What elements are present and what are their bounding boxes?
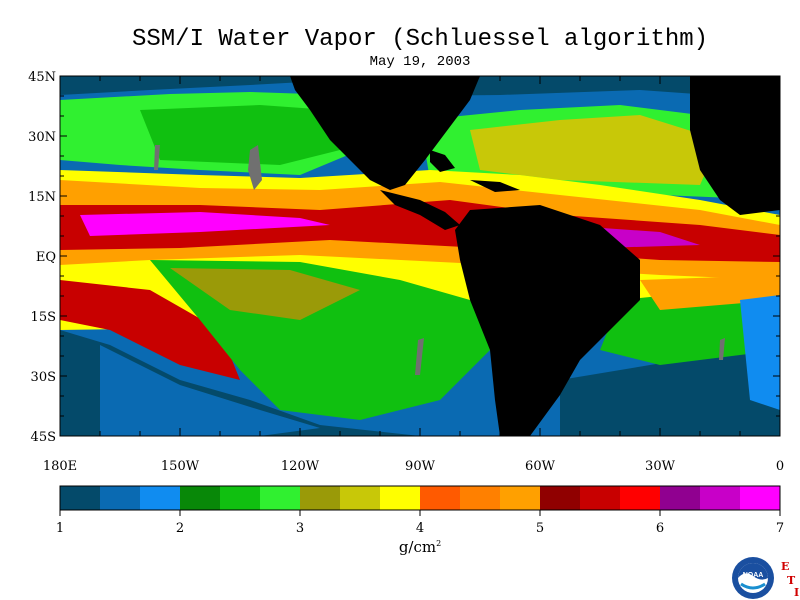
longitude-label: 120W bbox=[281, 459, 320, 474]
colorbar-tick-label: 3 bbox=[296, 521, 304, 536]
north-pacific-green-core bbox=[140, 105, 340, 165]
colorbar-segment bbox=[260, 486, 301, 510]
iberia-land bbox=[725, 90, 780, 125]
latitude-label: 30N bbox=[28, 130, 56, 145]
colorbar-segment bbox=[740, 486, 781, 510]
north-america-land bbox=[290, 76, 480, 190]
latitude-label: 45S bbox=[31, 430, 56, 445]
caribbean-islands-land bbox=[470, 180, 520, 192]
missing-data-swath bbox=[248, 145, 262, 190]
south-america-land bbox=[455, 205, 640, 436]
colorbar-segment bbox=[620, 486, 661, 510]
south-pacific-blue-region bbox=[100, 345, 320, 436]
eti-letter: E bbox=[781, 560, 790, 573]
eti-mark: E T I bbox=[777, 560, 800, 600]
colorbar-unit-exponent: 2 bbox=[436, 539, 442, 548]
colorbar-segment bbox=[140, 486, 181, 510]
colorbar-unit: g/cm bbox=[398, 538, 437, 556]
colorbar-segment bbox=[340, 486, 381, 510]
colorbar-unit-label: g/cm2 bbox=[360, 538, 480, 556]
colorbar-tick-label: 7 bbox=[776, 521, 784, 536]
missing-data-swath bbox=[415, 338, 424, 375]
missing-data-swath bbox=[154, 145, 160, 170]
colorbar-segment bbox=[420, 486, 461, 510]
latitude-label: 30S bbox=[31, 370, 56, 385]
colorbar-segment bbox=[580, 486, 621, 510]
florida-caribbean-land bbox=[430, 150, 455, 172]
longitude-label: 90W bbox=[405, 459, 436, 474]
south-atlantic-dry-region bbox=[560, 350, 780, 436]
colorbar-segment bbox=[180, 486, 221, 510]
map-plot-area bbox=[60, 76, 780, 436]
latitude-label: 15S bbox=[31, 310, 56, 325]
north-atlantic-yellow bbox=[470, 115, 720, 185]
latitude-label: 45N bbox=[28, 70, 56, 85]
colorbar-segment bbox=[220, 486, 261, 510]
noaa-logo-text: NOAA bbox=[743, 572, 764, 579]
colorbar-segment bbox=[700, 486, 741, 510]
colorbar: 1 2 3 4 5 6 7 bbox=[56, 485, 784, 536]
colorbar-tick-label: 5 bbox=[536, 521, 544, 536]
colorbar-tick-label: 4 bbox=[416, 521, 424, 536]
colorbar-tick-label: 1 bbox=[56, 521, 64, 536]
colorbar-tick-label: 6 bbox=[656, 521, 664, 536]
longitude-label: 150W bbox=[161, 459, 200, 474]
longitude-label: 30W bbox=[645, 459, 676, 474]
eti-letter: T bbox=[787, 574, 796, 587]
colorbar-segment bbox=[460, 486, 501, 510]
south-pacific-olive-region bbox=[170, 268, 360, 320]
map-date: May 19, 2003 bbox=[369, 54, 471, 70]
latitude-axis: 45N 30N 15N EQ 15S 30S 45S bbox=[28, 70, 780, 445]
longitude-label: 180E bbox=[43, 459, 77, 474]
east-atlantic-blue-region bbox=[740, 295, 780, 410]
colorbar-tick-label: 2 bbox=[176, 521, 184, 536]
itcz-peak-pacific bbox=[80, 212, 330, 236]
colorbar-segment bbox=[380, 486, 421, 510]
colorbar-segment bbox=[300, 486, 341, 510]
spcz-red-band bbox=[60, 280, 240, 380]
latitude-label: 15N bbox=[28, 190, 56, 205]
missing-data-swath bbox=[719, 338, 725, 360]
colorbar-segment bbox=[660, 486, 701, 510]
south-atlantic-green-region bbox=[600, 290, 780, 365]
longitude-label: 0 bbox=[776, 459, 784, 474]
longitude-axis: 180E 150W 120W 90W 60W 30W 0 bbox=[43, 76, 784, 474]
eti-letter: I bbox=[794, 586, 800, 599]
map-title: SSM/I Water Vapor (Schluessel algorithm) bbox=[131, 26, 709, 53]
colorbar-segment bbox=[100, 486, 141, 510]
longitude-label: 60W bbox=[525, 459, 556, 474]
noaa-logo: NOAA bbox=[732, 557, 774, 599]
latitude-label: EQ bbox=[36, 250, 56, 265]
central-america-land bbox=[380, 190, 460, 230]
colorbar-segment bbox=[540, 486, 581, 510]
colorbar-segment bbox=[60, 486, 101, 510]
colorbar-segment bbox=[500, 486, 541, 510]
